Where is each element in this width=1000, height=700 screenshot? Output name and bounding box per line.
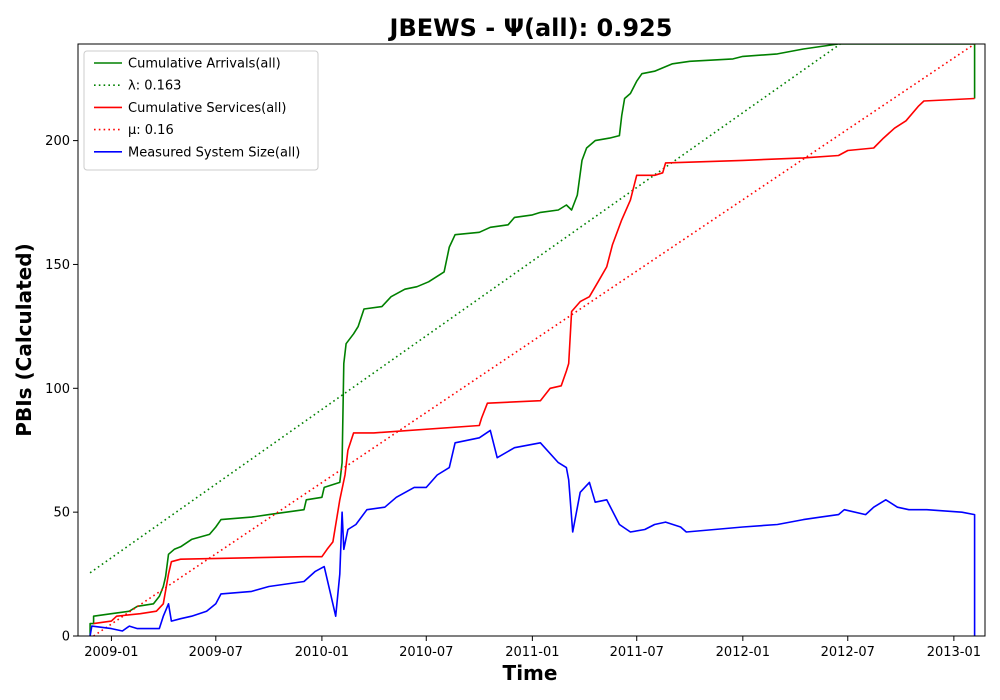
- legend-label-3: μ: 0.16: [128, 123, 174, 138]
- series-line-2: [93, 97, 975, 625]
- series-line-3: [93, 44, 976, 636]
- x-axis: 2009-01 2009-07 2010-01 2010-07 2011-01 2011-…: [84, 636, 981, 660]
- plot-frame: [77, 43, 986, 637]
- x-tick-label: 2011-01: [505, 645, 559, 660]
- y-tick-label: 0: [62, 630, 70, 645]
- legend-box: [83, 50, 319, 171]
- chart-title: JBEWS - Ψ(all): 0.925: [388, 14, 673, 42]
- series-layer: [89, 44, 976, 636]
- x-tick-label: 2012-07: [821, 645, 875, 660]
- x-tick-label: 2010-01: [295, 645, 349, 660]
- legend-label-0: Cumulative Arrivals(all): [128, 57, 281, 72]
- legend: Cumulative Arrivals(all) λ: 0.163 Cumulati…: [83, 50, 319, 171]
- legend-label-4: Measured System Size(all): [128, 145, 300, 160]
- legend-label-1: λ: 0.163: [128, 79, 181, 94]
- legend-label-2: Cumulative Services(all): [128, 101, 286, 116]
- y-tick-label: 150: [45, 258, 70, 273]
- x-axis-title: Time: [503, 661, 558, 685]
- series-line-4: [89, 429, 976, 636]
- x-tick-label: 2010-07: [399, 645, 453, 660]
- y-axis-title: PBIs (Calculated): [12, 243, 36, 436]
- x-tick-label: 2009-01: [84, 645, 138, 660]
- x-tick-label: 2011-07: [610, 645, 664, 660]
- y-tick-label: 100: [45, 382, 70, 397]
- series-line-0: [89, 44, 976, 636]
- x-tick-label: 2012-01: [716, 645, 770, 660]
- x-tick-label: 2009-07: [189, 645, 243, 660]
- y-tick-label: 50: [53, 506, 70, 521]
- y-axis: 0 50 100 150 200: [45, 134, 78, 645]
- y-tick-label: 200: [45, 134, 70, 149]
- x-tick-label: 2013-01: [927, 645, 981, 660]
